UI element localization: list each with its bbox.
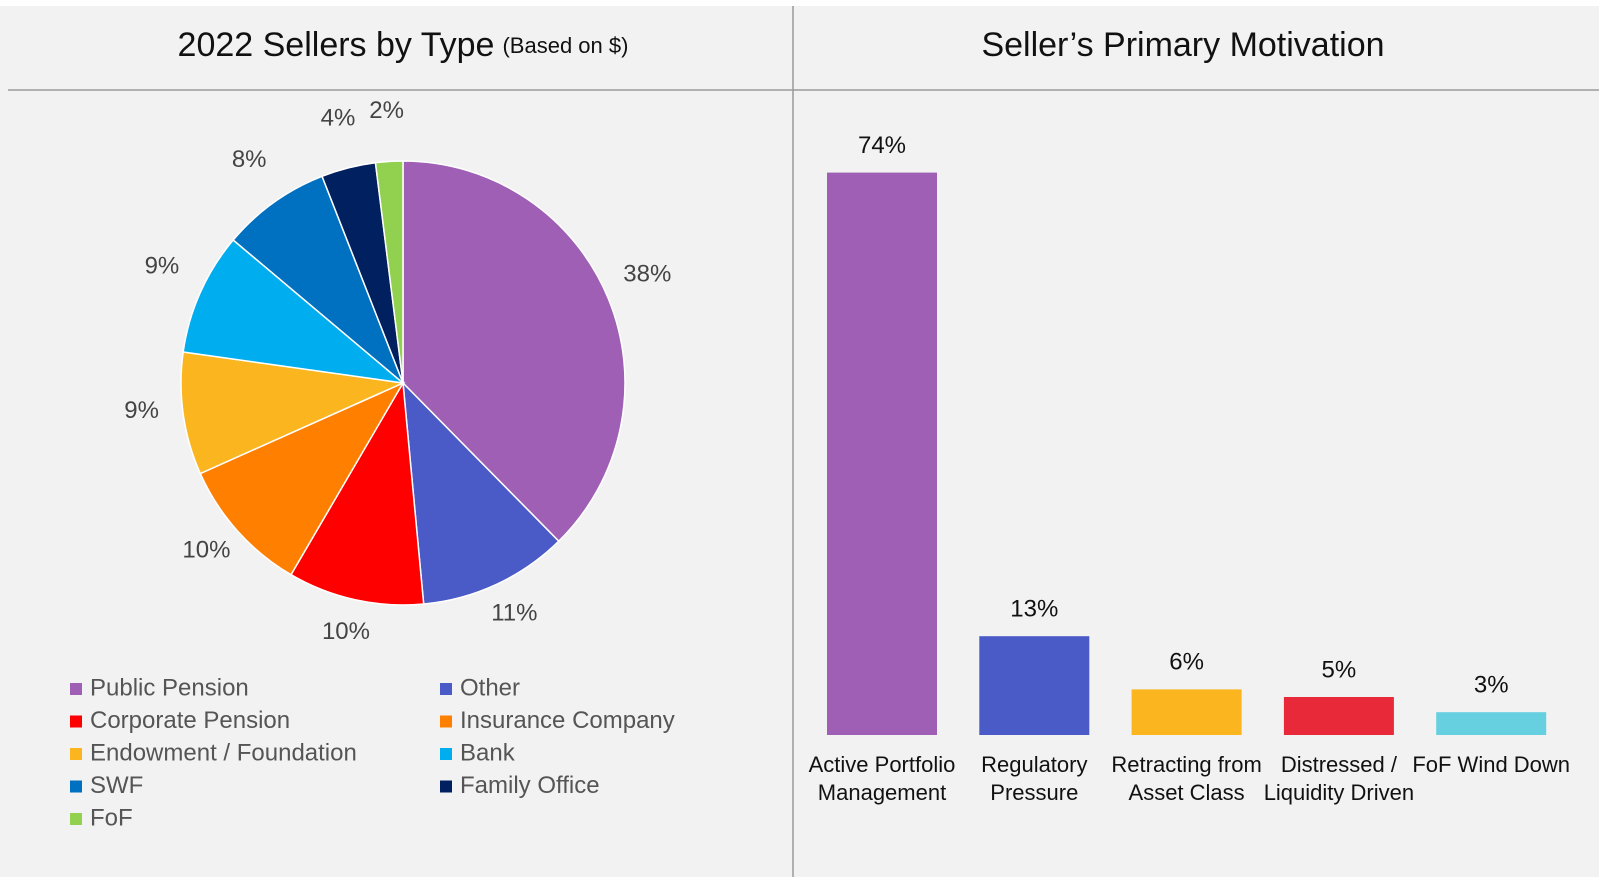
bar-value-label: 5% (1322, 656, 1357, 683)
slice-label: 9% (145, 253, 180, 280)
legend-swatch (70, 683, 82, 695)
bar (979, 636, 1090, 735)
legend-label: FoF (90, 804, 133, 831)
bar (1436, 712, 1547, 735)
bar (1131, 689, 1242, 735)
x-category-label: Retracting from Asset Class (1111, 752, 1262, 805)
bar-value-label: 74% (858, 132, 906, 159)
pie-slice (199, 381, 405, 576)
slice-label: 9% (124, 397, 159, 424)
legend-swatch (440, 780, 452, 793)
legend-label: Corporate Pension (90, 707, 290, 734)
slice-label: 10% (322, 618, 370, 645)
legend-swatch (70, 715, 82, 728)
slice-label: 10% (182, 537, 230, 564)
legend-label: SWF (90, 772, 143, 799)
legend-swatch (440, 748, 452, 760)
legend-label: Public Pension (90, 674, 249, 701)
legend-swatch (440, 683, 452, 695)
pie-slice (180, 351, 406, 475)
bar-value-label: 3% (1474, 672, 1509, 699)
bar (827, 172, 937, 736)
pie-slice (402, 380, 560, 605)
slice-label: 4% (321, 104, 356, 131)
x-category-label: Regulatory Pressure (981, 752, 1088, 805)
legend-swatch (70, 813, 82, 825)
legend-swatch (70, 780, 82, 793)
pie-title-group: 2022 Sellers by Type (Based on $) (178, 26, 629, 64)
bar (1283, 697, 1394, 735)
pie-slice (182, 238, 406, 385)
x-category-label: FoF Wind Down (1412, 752, 1571, 777)
slice-label: 38% (623, 260, 671, 287)
legend-label: Bank (460, 739, 516, 766)
slice-label: 8% (232, 146, 267, 173)
top-band (0, 0, 1599, 6)
legend-swatch (440, 715, 452, 728)
x-category-label: Active Portfolio Management (808, 752, 956, 805)
slice-label: 2% (369, 97, 404, 124)
bar-title: Seller’s Primary Motivation (981, 26, 1384, 64)
legend-label: Family Office (460, 772, 600, 799)
slice-label: 11% (491, 600, 537, 627)
bar-value-label: 6% (1169, 649, 1204, 676)
x-category-label: Distressed / Liquidity Driven (1263, 752, 1415, 805)
pie-slice (232, 175, 404, 384)
pie-slice (289, 380, 425, 606)
legend-label: Endowment / Foundation (90, 739, 357, 766)
legend-label: Other (460, 674, 520, 701)
legend-swatch (70, 748, 82, 760)
pie-slice (402, 160, 626, 543)
legend-label: Insurance Company (460, 707, 675, 734)
bar-value-label: 13% (1010, 596, 1058, 623)
pie-title: 2022 Sellers by Type (178, 26, 495, 64)
pie-subtitle: (Based on $) (502, 33, 628, 58)
pie-slice (374, 160, 404, 384)
